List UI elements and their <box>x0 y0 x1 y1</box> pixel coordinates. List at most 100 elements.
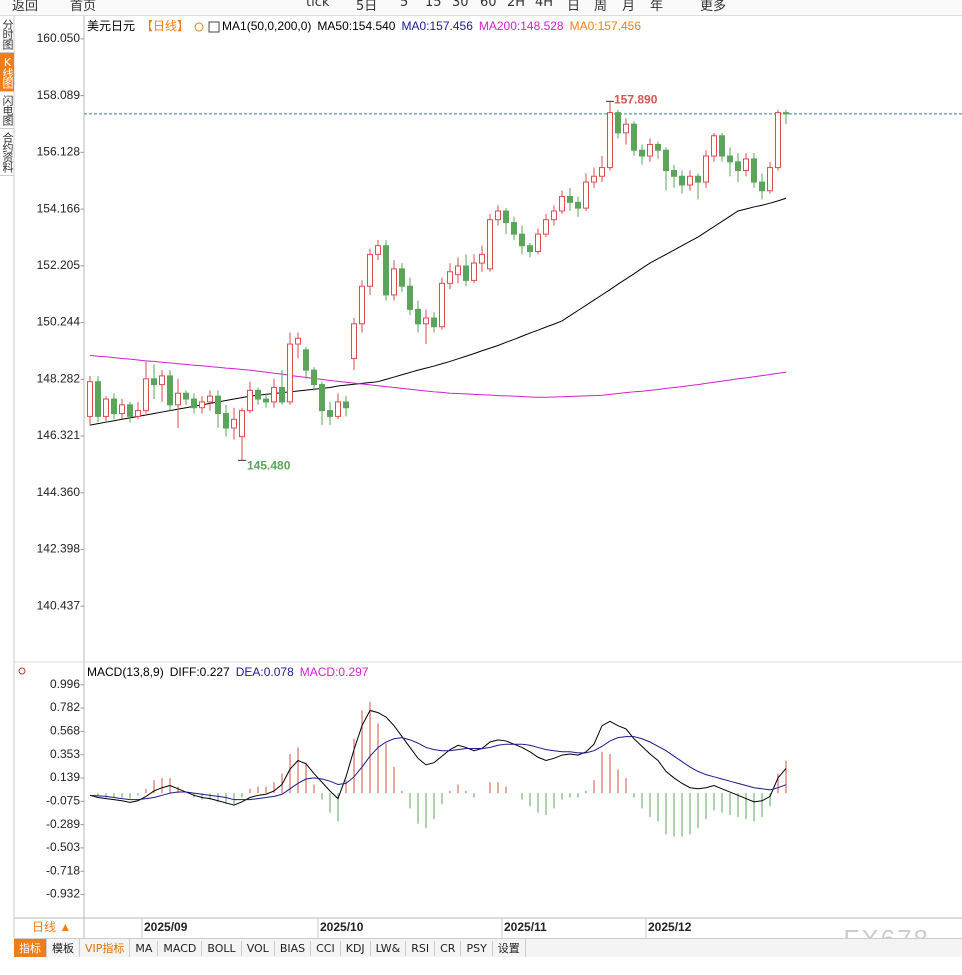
y-tick-label: 0.139 <box>50 770 80 784</box>
toolbar-button[interactable]: 首页 <box>70 0 97 14</box>
candle-body <box>151 378 157 386</box>
candle-body <box>671 169 677 177</box>
legend-entry: MA0:157.456 <box>401 19 473 33</box>
candle-body <box>455 265 461 276</box>
candle-body <box>503 210 509 224</box>
candle-body <box>631 123 637 151</box>
toolbar-button[interactable]: 5日 <box>356 0 378 14</box>
candle-body <box>647 143 653 157</box>
candle-body <box>783 112 789 115</box>
candle-body <box>359 285 365 325</box>
candle-body <box>743 158 749 171</box>
plot-background <box>84 16 962 918</box>
x-tick-label: 2025/09 <box>144 920 188 934</box>
legend-icon <box>208 21 220 33</box>
candle-body <box>319 384 325 412</box>
indicator-tab[interactable]: CR <box>435 941 462 956</box>
x-tick-label: 2025/11 <box>504 920 547 934</box>
candle-body <box>175 392 181 406</box>
toolbar-button[interactable]: 30 <box>452 0 469 10</box>
indicator-line <box>89 197 787 426</box>
candle-body <box>591 175 597 183</box>
y-tick-label: -0.289 <box>46 817 80 831</box>
indicator-tab[interactable]: RSI <box>406 941 436 956</box>
settings-icon[interactable] <box>18 667 26 675</box>
candle-body <box>735 161 741 171</box>
indicator-tab[interactable]: VIP指标 <box>80 939 131 957</box>
candle-body <box>255 389 261 400</box>
candle-body <box>439 282 445 328</box>
candle-body <box>703 155 709 183</box>
x-tick-label: 2025/12 <box>648 920 692 934</box>
candle-body <box>583 181 589 209</box>
candle-body <box>191 398 197 409</box>
toolbar-button[interactable]: 年 <box>650 0 664 14</box>
y-tick-label: 0.782 <box>50 700 80 714</box>
candle-body <box>599 167 605 177</box>
candle-body <box>183 392 189 400</box>
y-tick-label: 0.568 <box>50 724 80 738</box>
candle-body <box>639 149 645 157</box>
indicator-tab[interactable]: LW& <box>371 941 407 956</box>
indicator-tab[interactable]: KDJ <box>341 941 371 956</box>
indicator-tab[interactable]: BOLL <box>202 941 242 956</box>
sidebar-tab[interactable]: 闪电图 <box>0 92 14 129</box>
indicator-tab[interactable]: MA <box>130 941 159 956</box>
candle-body <box>623 123 629 134</box>
legend-icon <box>194 22 204 32</box>
candle-body <box>407 285 413 310</box>
indicator-tab[interactable]: BIAS <box>275 941 312 956</box>
toolbar-button[interactable]: 日 <box>567 0 581 14</box>
toolbar-button[interactable]: tick <box>306 0 330 10</box>
indicator-tab[interactable]: MACD <box>158 941 203 956</box>
candle-body <box>327 410 333 417</box>
candle-body <box>119 404 125 415</box>
sidebar-tab[interactable]: 分时图 <box>0 16 14 53</box>
candle-body <box>767 167 773 192</box>
toolbar-button[interactable]: 4H <box>535 0 554 10</box>
indicator-tab[interactable]: PSY <box>461 941 493 956</box>
indicator-tab[interactable]: 模板 <box>47 939 80 957</box>
indicator-line <box>89 709 787 806</box>
candle-body <box>431 317 437 328</box>
candle-body <box>695 175 701 183</box>
candle-body <box>575 201 581 209</box>
toolbar-button[interactable]: 2H <box>507 0 526 10</box>
indicator-tab[interactable]: 指标 <box>14 939 47 957</box>
toolbar-button[interactable]: 15 <box>425 0 442 10</box>
toolbar-button[interactable]: 60 <box>480 0 497 10</box>
indicator-tab[interactable]: VOL <box>242 941 275 956</box>
candle-body <box>607 112 613 169</box>
y-tick-label: 156.128 <box>37 144 81 158</box>
indicator-tab[interactable]: 设置 <box>493 939 526 957</box>
candle-body <box>95 381 101 417</box>
candle-body <box>415 308 421 325</box>
candle-body <box>615 112 621 134</box>
y-tick-label: -0.075 <box>46 793 80 807</box>
toolbar-button[interactable]: 周 <box>594 0 608 14</box>
candle-body <box>271 386 277 403</box>
x-tick-label: 2025/10 <box>320 920 364 934</box>
indicator-tab[interactable]: CCI <box>311 941 341 956</box>
candle-body <box>751 158 757 183</box>
toolbar-button[interactable]: 返回 <box>12 0 39 14</box>
toolbar-button[interactable]: 月 <box>622 0 636 14</box>
y-tick-label: 160.050 <box>37 31 81 45</box>
toolbar-button[interactable]: 5 <box>400 0 409 10</box>
y-tick-label: 144.360 <box>37 485 81 499</box>
sidebar-tab[interactable]: 合约资料 <box>0 129 14 176</box>
candle-body <box>295 337 301 345</box>
candle-body <box>223 413 229 429</box>
candle-body <box>519 233 525 247</box>
sidebar-tab[interactable]: K线图 <box>0 53 14 92</box>
period-label[interactable]: 日线 ▲ <box>32 920 71 934</box>
candle-body <box>711 135 717 157</box>
y-tick-label: 146.321 <box>37 428 81 442</box>
toolbar-button[interactable]: 更多 <box>700 0 727 14</box>
candle-body <box>287 343 293 403</box>
y-tick-label: 0.353 <box>50 747 80 761</box>
candle-body <box>487 219 493 270</box>
candle-body <box>663 149 669 171</box>
candle-body <box>159 375 165 386</box>
toolbar: 返回 首页 tick 5日 5 15 30 60 2H 4H 日周月年 更多 <box>0 0 962 16</box>
